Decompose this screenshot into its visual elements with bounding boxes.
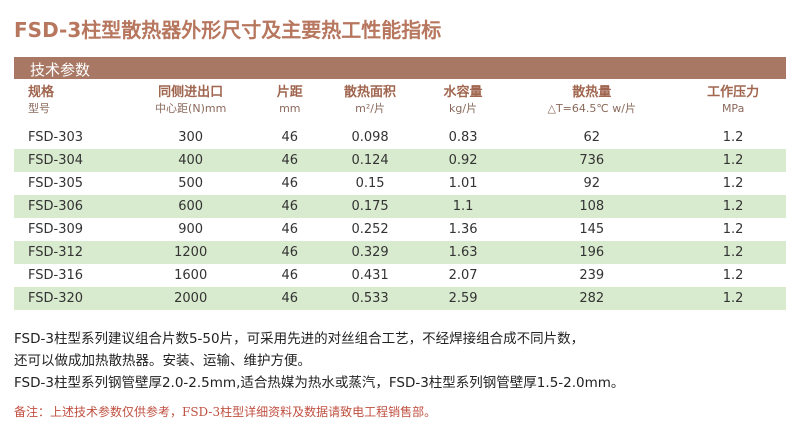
table-cell: 0.124 [317, 149, 423, 172]
table-cell: FSD-320 [14, 287, 119, 310]
table-cell: 1.2 [722, 130, 744, 145]
title: FSD-3柱型散热器外形尺寸及主要热工性能指标 [14, 18, 442, 42]
table-cell: 92 [583, 176, 600, 191]
note-line: FSD-3柱型系列钢管壁厚2.0-2.5mm,适合热媒为热水或蒸汽，FSD-3柱… [14, 375, 625, 391]
section-bar: 技术参数 [14, 57, 786, 79]
table-cell: 0.15 [355, 176, 385, 191]
table-cell: 0.92 [422, 149, 504, 172]
table-cell: 0.83 [448, 130, 478, 145]
table-cell: 0.431 [351, 268, 389, 283]
table-cell: 196 [503, 241, 681, 264]
table-cell: 108 [503, 195, 681, 218]
header-label: 散热量 [572, 85, 612, 100]
table-cell: 1600 [174, 268, 208, 283]
table-cell: 46 [262, 287, 318, 310]
header-unit: △T=64.5℃ w/片 [547, 102, 636, 115]
table-cell: 0.329 [317, 241, 423, 264]
table-cell: 1.2 [722, 222, 744, 237]
table-cell: 46 [262, 149, 318, 172]
header-cell: 同侧进出口中心距(N)mm [119, 84, 262, 126]
table-cell: 300 [178, 130, 204, 145]
header-cell: 水容量 kg/片 [423, 84, 503, 126]
table-cell: 1.63 [422, 241, 504, 264]
table-cell: 46 [262, 195, 318, 218]
table-cell: FSD-306 [14, 195, 119, 218]
header-cell: 散热面积 m²/片 [317, 84, 423, 126]
spec-table: 规格 型号 同侧进出口 中心距(N)mm 片距 mm 散热面积 m²/片 水容量 kg/片 散热量 △… [14, 84, 786, 310]
table-cell: 62 [583, 130, 600, 145]
header-cell: 片距 mm [262, 84, 317, 126]
table-cell: 2000 [119, 287, 263, 310]
table-cell: 1.2 [722, 268, 744, 283]
header-label: 同侧进出口 [158, 85, 224, 100]
header-row: 规格 型号 同侧进出口 中心距(N)mm 片距 mm 散热面积 m²/片 水容量 kg/片 散热量 △… [14, 84, 786, 126]
note-line: 还可以做成加热散热器。安装、运输、维护方便。 [14, 353, 311, 369]
header-cell: 规格 型号 [14, 84, 119, 126]
table-cell: 46 [262, 241, 318, 264]
table-cell: 46 [281, 222, 299, 237]
table-row: FSD-320 2000 46 0.533 2.59 282 1.2 [14, 287, 786, 310]
table-cell: 0.252 [351, 222, 389, 237]
table-cell: FSD-304 [14, 149, 119, 172]
table-row: FSD-303 300 46 0.098 0.83 62 1.2 [14, 126, 786, 149]
table-row: FSD-316 1600 46 0.431 2.07 239 1.2 [14, 264, 786, 287]
table-cell: 1.2 [722, 176, 744, 191]
table-cell: 282 [503, 287, 681, 310]
header-cell: 工作压力 MPa [680, 84, 786, 126]
table-cell: 239 [579, 268, 605, 283]
table-cell: FSD-305 [28, 176, 84, 191]
table-cell: 600 [119, 195, 263, 218]
table-cell: FSD-316 [28, 268, 84, 283]
table-cell: 1.2 [680, 195, 786, 218]
table-cell: 2.59 [422, 287, 504, 310]
table-cell: FSD-312 [14, 241, 119, 264]
header-label: 片距 [276, 85, 303, 100]
table-cell: 1200 [119, 241, 263, 264]
table-row: FSD-304 400 46 0.124 0.92 736 1.2 [14, 149, 786, 172]
notes: FSD-3柱型系列建议组合片数5-50片，可采用先进的对丝组合工艺，不经焊接组合… [14, 328, 624, 394]
table-cell: FSD-309 [28, 222, 84, 237]
header-label: 水容量 [443, 85, 483, 100]
table-cell: 2.07 [448, 268, 478, 283]
header-unit: 型号 [28, 102, 50, 115]
table-row: FSD-306 600 46 0.175 1.1 108 1.2 [14, 195, 786, 218]
header-cell: 散热量 △T=64.5℃ w/片 [503, 84, 680, 126]
table-cell: 46 [281, 130, 299, 145]
table-cell: 1.2 [680, 241, 786, 264]
table-cell: 0.533 [317, 287, 423, 310]
table-cell: 1.1 [422, 195, 504, 218]
section-title: 技术参数 [30, 61, 91, 79]
note-line: FSD-3柱型系列建议组合片数5-50片，可采用先进的对丝组合工艺，不经焊接组合… [14, 331, 585, 347]
header-unit: kg/片 [449, 102, 478, 115]
header-label: 散热面积 [344, 85, 397, 100]
table-row: FSD-309 900 46 0.252 1.36 145 1.2 [14, 218, 786, 241]
table-cell: 46 [281, 268, 299, 283]
table-cell: 46 [281, 176, 299, 191]
header-unit: 中心距(N)mm [155, 102, 227, 115]
table-row: FSD-305 500 46 0.15 1.01 92 1.2 [14, 172, 786, 195]
header-unit: MPa [721, 102, 745, 115]
table-cell: 900 [178, 222, 204, 237]
table-cell: FSD-303 [28, 130, 84, 145]
table-cell: 500 [178, 176, 204, 191]
table-cell: 145 [579, 222, 605, 237]
table-cell: 1.01 [448, 176, 478, 191]
table-cell: 1.36 [448, 222, 478, 237]
table-cell: 736 [503, 149, 681, 172]
table-cell: 1.2 [680, 287, 786, 310]
header-unit: m²/片 [355, 102, 385, 115]
table-row: FSD-312 1200 46 0.329 1.63 196 1.2 [14, 241, 786, 264]
remark: 备注：上述技术参数仅供参考，FSD-3柱型详细资料及数据请致电工程销售部。 [14, 405, 437, 419]
header-label: 工作压力 [707, 85, 760, 100]
table-cell: 0.098 [351, 130, 389, 145]
header-unit: mm [279, 102, 301, 115]
header-label: 规格 [28, 85, 55, 100]
table-cell: 400 [119, 149, 263, 172]
table-cell: 0.175 [317, 195, 423, 218]
table-cell: 1.2 [680, 149, 786, 172]
